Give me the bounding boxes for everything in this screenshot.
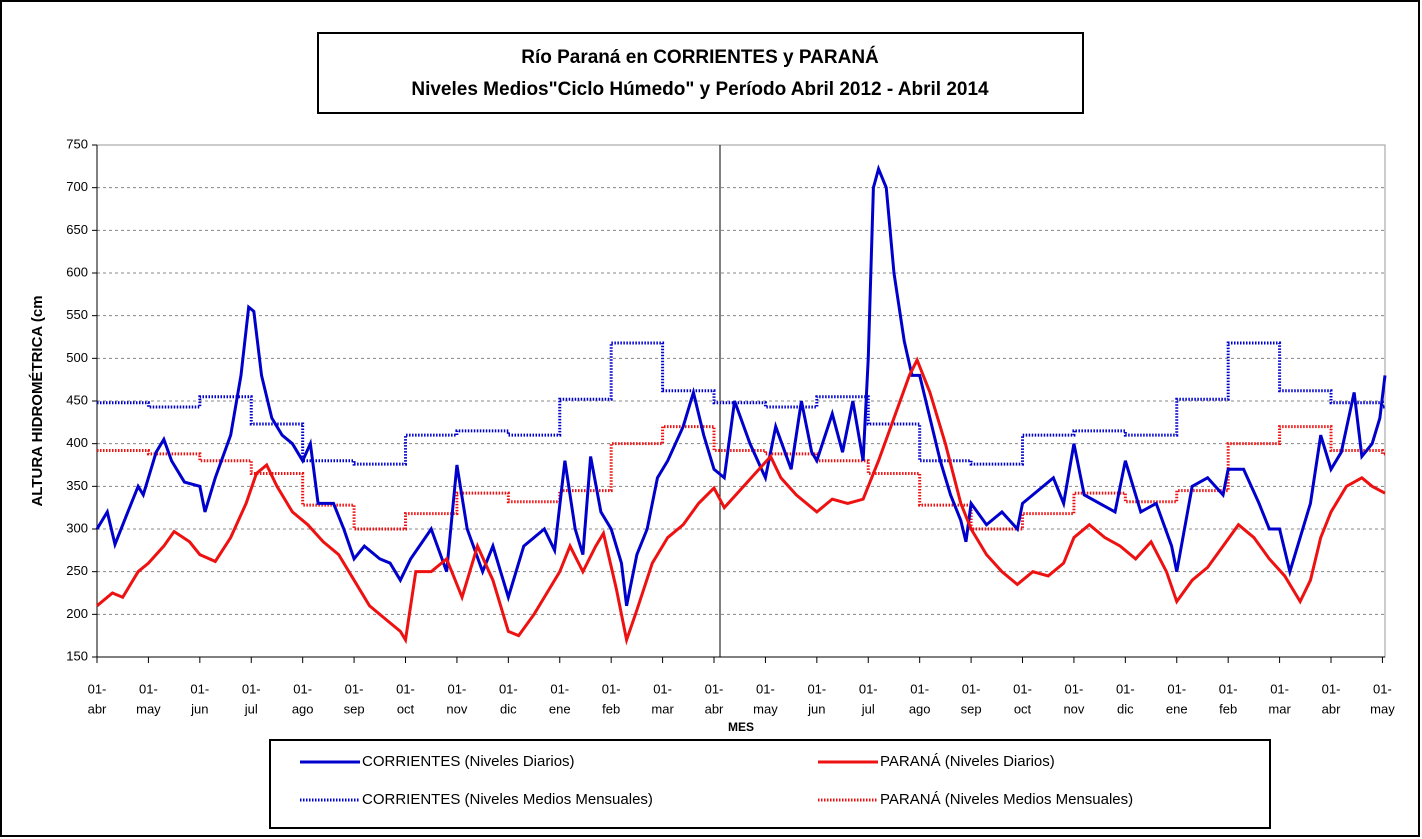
x-tick-label: ene: [1166, 701, 1188, 716]
legend-label: PARANÁ (Niveles Diarios): [880, 753, 1055, 770]
y-tick-label: 150: [66, 648, 88, 663]
title-box: [317, 32, 1084, 114]
chart-title: Río Paraná en CORRIENTES y PARANÁ: [521, 46, 879, 68]
x-tick-label: mar: [651, 701, 674, 716]
x-tick-label: 01-: [448, 681, 467, 696]
x-tick-label: 01-: [396, 681, 415, 696]
x-tick-label: nov: [446, 701, 467, 716]
x-tick-label: 01-: [756, 681, 775, 696]
series-line: [95, 164, 1387, 607]
x-tick-label: 01-: [1322, 681, 1341, 696]
y-tick-label: 200: [66, 606, 88, 621]
y-tick-label: 250: [66, 563, 88, 578]
y-tick-label: 600: [66, 264, 88, 279]
x-tick-label: 01-: [1065, 681, 1084, 696]
x-axis-label: MES: [728, 720, 754, 734]
x-tick-label: 01-: [88, 681, 107, 696]
x-tick-label: 01-: [859, 681, 878, 696]
x-tick-label: nov: [1063, 701, 1084, 716]
x-tick-label: abr: [1322, 701, 1341, 716]
x-tick-label: 01-: [910, 681, 929, 696]
legend-label: CORRIENTES (Niveles Medios Mensuales): [362, 791, 653, 808]
x-tick-label: 01-: [1373, 681, 1392, 696]
legend: [269, 739, 1271, 829]
x-tick-label: ago: [909, 701, 931, 716]
y-tick-label: 300: [66, 520, 88, 535]
chart-subtitle: Niveles Medios"Ciclo Húmedo" y Período A…: [411, 79, 989, 100]
x-tick-label: 01-: [345, 681, 364, 696]
x-tick-label: ene: [549, 701, 571, 716]
y-tick-label: 500: [66, 350, 88, 365]
legend-label: CORRIENTES (Niveles Diarios): [362, 753, 575, 770]
series-line: [97, 425, 1385, 531]
x-tick-label: jun: [807, 701, 825, 716]
y-tick-label: 700: [66, 179, 88, 194]
x-tick-label: 01-: [962, 681, 981, 696]
x-tick-label: sep: [344, 701, 365, 716]
y-tick-label: 750: [66, 136, 88, 151]
x-tick-label: 01-: [139, 681, 158, 696]
x-tick-label: 01-: [1167, 681, 1186, 696]
x-tick-label: 01-: [807, 681, 826, 696]
x-tick-label: dic: [1117, 701, 1134, 716]
x-tick-label: may: [136, 701, 161, 716]
y-tick-label: 350: [66, 478, 88, 493]
x-tick-label: 01-: [550, 681, 569, 696]
y-axis-label: ALTURA HIDROMÉTRICA (cm: [29, 295, 46, 506]
y-tick-label: 400: [66, 435, 88, 450]
x-tick-label: jul: [861, 701, 875, 716]
x-tick-label: ago: [292, 701, 314, 716]
y-tick-label: 650: [66, 222, 88, 237]
x-tick-label: 01-: [705, 681, 724, 696]
x-tick-label: 01-: [242, 681, 261, 696]
y-tick-label: 450: [66, 392, 88, 407]
x-tick-label: 01-: [190, 681, 209, 696]
x-tick-label: abr: [88, 701, 107, 716]
series-line: [97, 341, 1385, 466]
y-tick-label: 550: [66, 307, 88, 322]
x-tick-label: 01-: [1013, 681, 1032, 696]
legend-label: PARANÁ (Niveles Medios Mensuales): [880, 791, 1133, 808]
x-tick-label: 01-: [293, 681, 312, 696]
x-tick-label: oct: [397, 701, 415, 716]
x-tick-label: 01-: [653, 681, 672, 696]
x-tick-label: mar: [1268, 701, 1291, 716]
x-tick-label: feb: [1219, 701, 1237, 716]
x-tick-label: 01-: [1219, 681, 1238, 696]
x-tick-label: 01-: [602, 681, 621, 696]
x-tick-label: oct: [1014, 701, 1032, 716]
x-tick-label: 01-: [1270, 681, 1289, 696]
series-line: [96, 356, 1386, 646]
x-tick-label: may: [1370, 701, 1395, 716]
x-tick-label: feb: [602, 701, 620, 716]
x-tick-label: jul: [244, 701, 258, 716]
x-tick-label: jun: [190, 701, 208, 716]
x-tick-label: 01-: [499, 681, 518, 696]
x-tick-label: dic: [500, 701, 517, 716]
x-tick-label: sep: [961, 701, 982, 716]
x-tick-label: abr: [705, 701, 724, 716]
x-tick-label: may: [753, 701, 778, 716]
x-tick-label: 01-: [1116, 681, 1135, 696]
